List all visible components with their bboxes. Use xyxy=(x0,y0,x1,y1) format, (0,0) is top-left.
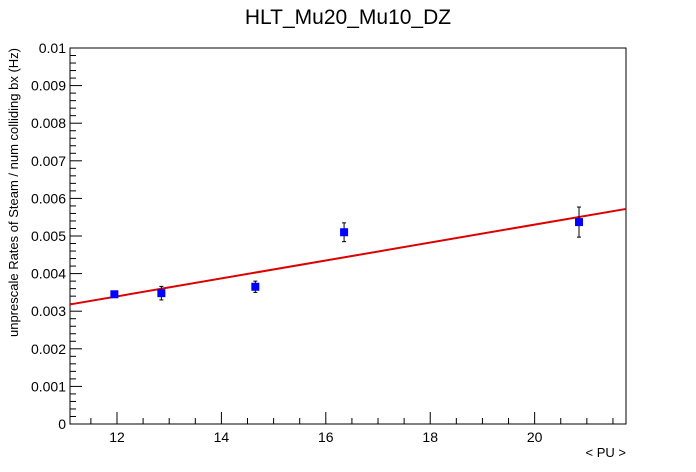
data-point xyxy=(340,222,349,243)
x-tick-label: 20 xyxy=(527,429,543,445)
point-marker xyxy=(251,282,260,291)
chart-title: HLT_Mu20_Mu10_DZ xyxy=(245,6,451,29)
y-tick-label: 0.008 xyxy=(31,115,66,131)
x-tick-label: 18 xyxy=(422,429,438,445)
x-axis: 12 14 16 18 20 xyxy=(90,412,614,445)
x-tick-label: 12 xyxy=(109,429,125,445)
data-point xyxy=(110,290,119,299)
fit-line xyxy=(69,207,627,306)
data-point xyxy=(575,206,584,238)
x-tick-label: 16 xyxy=(318,429,334,445)
y-tick-label: 0.003 xyxy=(31,303,66,319)
x-tick-label: 14 xyxy=(214,429,230,445)
y-axis-title: unprescale Rates of Steam / num collidin… xyxy=(6,48,21,337)
data-point xyxy=(157,285,166,301)
point-marker xyxy=(575,218,584,227)
point-marker xyxy=(340,228,349,237)
y-tick-label: 0.001 xyxy=(31,378,66,394)
fit-layer xyxy=(69,207,627,306)
y-axis: 0 0.001 0.002 0.003 0.004 0.005 0.006 0.007 0.00… xyxy=(31,40,82,432)
data-points xyxy=(110,206,584,301)
y-tick-label: 0.01 xyxy=(39,40,66,56)
y-tick-label: 0 xyxy=(58,416,66,432)
y-tick-label: 0.005 xyxy=(31,228,66,244)
y-tick-label: 0.002 xyxy=(31,341,66,357)
y-tick-label: 0.006 xyxy=(31,190,66,206)
y-tick-label: 0.009 xyxy=(31,78,66,94)
data-point xyxy=(251,280,260,293)
x-axis-title: < PU > xyxy=(586,445,626,460)
y-tick-label: 0.007 xyxy=(31,153,66,169)
y-tick-label: 0.004 xyxy=(31,266,66,282)
point-marker xyxy=(110,290,119,299)
point-marker xyxy=(157,289,166,298)
